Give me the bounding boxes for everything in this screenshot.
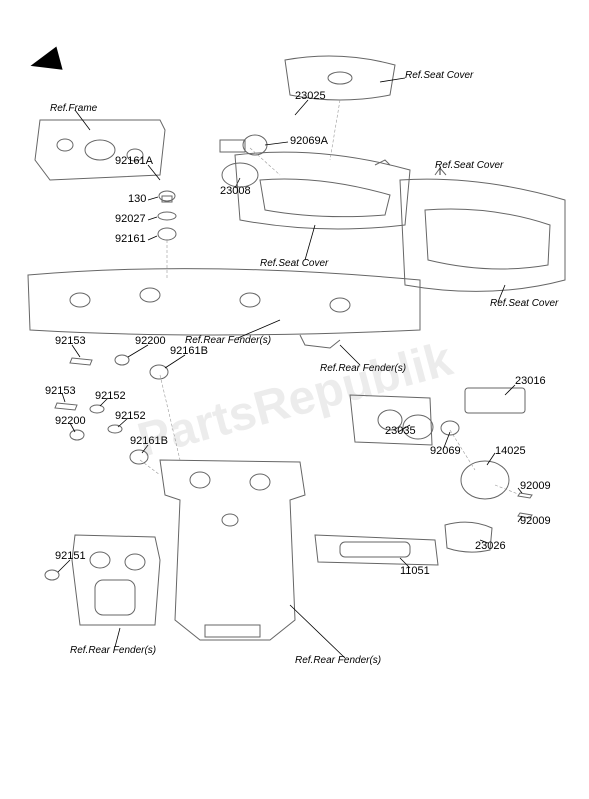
callout-92161a: 92161A — [115, 155, 153, 167]
parts-diagram-container: PartsRepublik 23025 92069A 23008 92161A … — [0, 0, 589, 799]
callout-92161b-1: 92161B — [170, 345, 208, 357]
callout-92152-1: 92152 — [95, 390, 126, 402]
callout-92009-1: 92009 — [520, 480, 551, 492]
callout-92153-1: 92153 — [55, 335, 86, 347]
ref-rear-fender-4: Ref.Rear Fender(s) — [295, 655, 381, 666]
seat-cover-right-group — [400, 168, 565, 302]
callout-130: 130 — [128, 193, 146, 205]
callout-92069: 92069 — [430, 445, 461, 457]
callout-92161: 92161 — [115, 233, 146, 245]
fastener-stack-group — [148, 165, 176, 240]
ref-rear-fender-3: Ref.Rear Fender(s) — [70, 645, 156, 656]
rear-fender-main-group — [28, 269, 420, 365]
callout-23025: 23025 — [295, 90, 326, 102]
ref-rear-fender-2: Ref.Rear Fender(s) — [320, 363, 406, 374]
callout-92152-2: 92152 — [115, 410, 146, 422]
callout-23016: 23016 — [515, 375, 546, 387]
ref-frame: Ref.Frame — [50, 103, 97, 114]
callout-92153-2: 92153 — [45, 385, 76, 397]
callout-92151: 92151 — [55, 550, 86, 562]
callout-11051: 11051 — [400, 565, 430, 577]
ref-seat-cover-4: Ref.Seat Cover — [490, 298, 558, 309]
callout-92009-2: 92009 — [520, 515, 551, 527]
callout-92200-1: 92200 — [135, 335, 166, 347]
callout-92200-2: 92200 — [55, 415, 86, 427]
callout-14025: 14025 — [495, 445, 526, 457]
ref-seat-cover-2: Ref.Seat Cover — [435, 160, 503, 171]
callout-92161b-2: 92161B — [130, 435, 168, 447]
callout-92069a: 92069A — [290, 135, 328, 147]
frame-bracket-group — [35, 110, 165, 180]
ref-seat-cover-1: Ref.Seat Cover — [405, 70, 473, 81]
callout-23026: 23026 — [475, 540, 506, 552]
ref-rear-fender-1: Ref.Rear Fender(s) — [185, 335, 271, 346]
callout-23035: 23035 — [385, 425, 416, 437]
ref-seat-cover-3: Ref.Seat Cover — [260, 258, 328, 269]
tail-light-group — [235, 152, 410, 260]
callout-23008: 23008 — [220, 185, 251, 197]
callout-92027: 92027 — [115, 213, 146, 225]
diagram-svg — [0, 0, 589, 799]
